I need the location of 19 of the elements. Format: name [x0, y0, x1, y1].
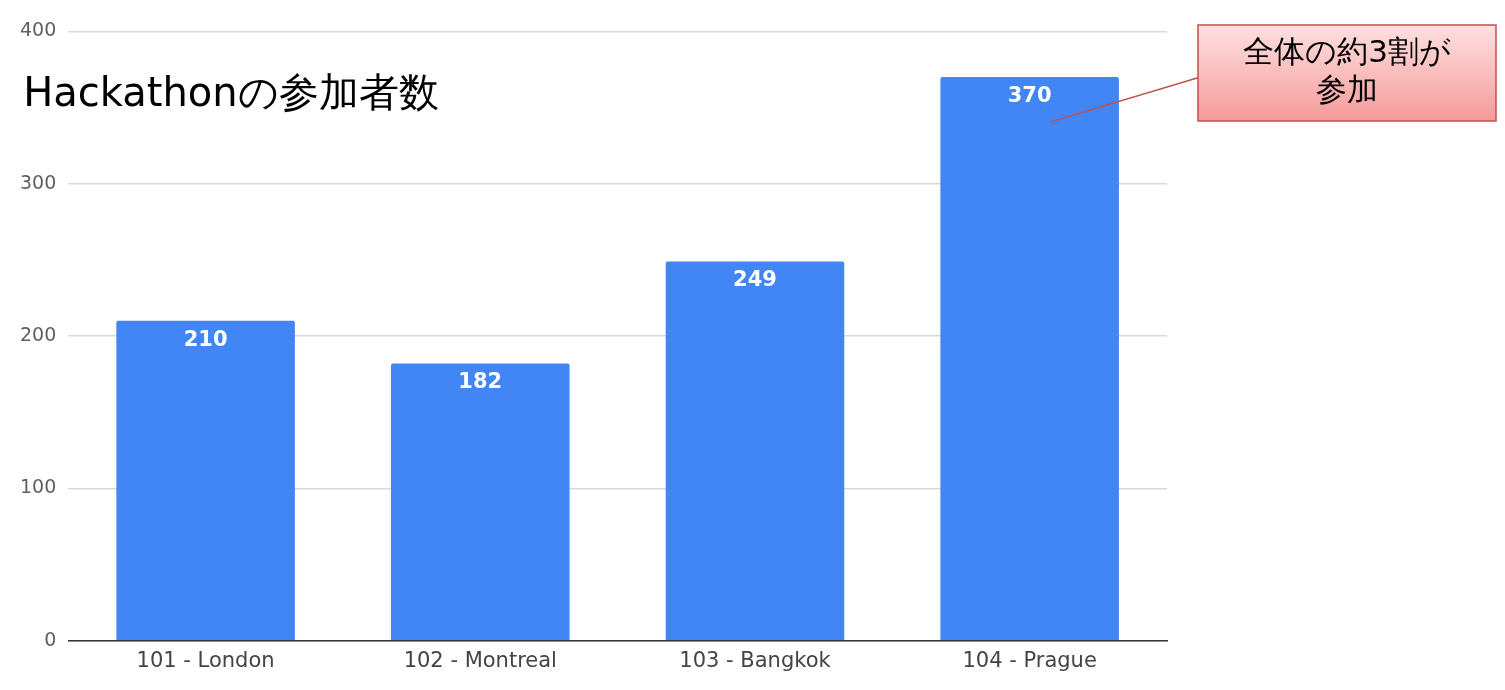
x-tick-label: 101 - London: [136, 647, 275, 672]
bar: [391, 363, 570, 641]
data-label: 182: [458, 369, 503, 394]
data-label: 249: [733, 267, 777, 292]
y-tick-label: 300: [20, 170, 57, 193]
y-tick-label: 400: [20, 18, 57, 41]
data-label: 370: [1007, 83, 1052, 108]
y-tick-label: 100: [20, 475, 57, 498]
data-label: 210: [183, 326, 228, 351]
bar: [940, 77, 1119, 641]
bar: [665, 261, 845, 641]
text: Hackathonの参加者数: [23, 69, 439, 116]
y-tick-label: 0: [44, 627, 57, 650]
x-tick-label: 103 - Bangkok: [679, 647, 832, 672]
x-tick-label: 102 - Montreal: [403, 647, 557, 672]
y-tick-label: 200: [20, 323, 57, 346]
bar: [116, 320, 295, 641]
x-tick-label: 104 - Prague: [962, 647, 1097, 672]
text: 全体の約3割が参加: [1243, 33, 1451, 108]
